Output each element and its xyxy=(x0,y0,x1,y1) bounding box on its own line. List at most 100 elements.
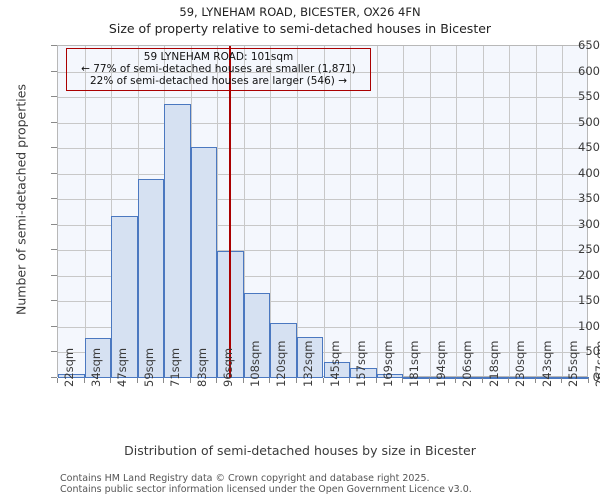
x-axis-tick-label: 108sqm xyxy=(247,340,262,387)
y-axis-tick-label: 200 xyxy=(578,267,600,282)
y-axis-tick-label: 600 xyxy=(578,63,600,78)
gridline-horizontal xyxy=(58,148,587,150)
y-axis-tick-mark xyxy=(51,300,57,302)
x-axis-tick-mark xyxy=(534,378,536,383)
x-axis-tick-mark xyxy=(561,378,563,383)
gridline-vertical xyxy=(323,46,325,376)
x-axis-tick-label: 132sqm xyxy=(300,340,315,387)
gridline-horizontal xyxy=(58,173,587,175)
y-axis-tick-label: 350 xyxy=(578,191,600,206)
gridline-vertical xyxy=(429,46,431,376)
footer-attribution: Contains HM Land Registry data © Crown c… xyxy=(60,473,580,495)
y-axis-tick-mark xyxy=(51,274,57,276)
histogram-bar xyxy=(111,216,138,378)
callout-line-smaller: ← 77% of semi-detached houses are smalle… xyxy=(81,63,356,75)
gridline-horizontal xyxy=(58,199,587,201)
y-axis-tick-mark xyxy=(51,325,57,327)
x-axis-tick-mark xyxy=(189,378,191,383)
y-axis-title: Number of semi-detached properties xyxy=(13,84,29,315)
x-axis-tick-mark xyxy=(349,378,351,383)
histogram-bar xyxy=(509,376,536,379)
histogram-bar xyxy=(429,376,457,379)
x-axis-tick-label: 181sqm xyxy=(407,340,422,387)
y-axis-tick-mark xyxy=(51,147,57,149)
y-axis-tick-label: 450 xyxy=(578,140,600,155)
x-axis-tick-label: 157sqm xyxy=(354,340,369,387)
gridline-vertical xyxy=(403,46,405,376)
x-axis-tick-label: 267sqm xyxy=(593,340,600,387)
x-axis-tick-mark xyxy=(110,378,112,383)
x-axis-tick-label: 169sqm xyxy=(380,340,395,387)
x-axis-tick-mark xyxy=(508,378,510,383)
histogram-bar xyxy=(84,338,112,378)
x-axis-tick-label: 71sqm xyxy=(168,347,183,387)
y-axis-tick-label: 100 xyxy=(578,318,600,333)
x-axis-title: Distribution of semi-detached houses by … xyxy=(124,443,476,458)
x-axis-tick-mark xyxy=(428,378,430,383)
y-axis-tick-label: 150 xyxy=(578,293,600,308)
x-axis-tick-label: 255sqm xyxy=(566,340,581,387)
x-axis-tick-mark xyxy=(163,378,165,383)
property-marker-line xyxy=(229,46,231,378)
y-axis-tick-label: 250 xyxy=(578,242,600,257)
x-axis-tick-label: 34sqm xyxy=(88,347,103,387)
gridline-vertical xyxy=(296,46,298,376)
histogram-bar xyxy=(535,376,563,379)
gridline-vertical xyxy=(243,46,245,376)
x-axis-tick-label: 59sqm xyxy=(141,347,156,387)
gridline-vertical xyxy=(509,46,511,376)
x-axis-tick-mark xyxy=(83,378,85,383)
y-axis-tick-mark xyxy=(51,351,57,353)
y-axis-tick-mark xyxy=(51,223,57,225)
gridline-horizontal xyxy=(58,301,587,303)
x-axis-tick-mark xyxy=(295,378,297,383)
y-axis-tick-mark xyxy=(51,45,57,46)
y-axis-tick-label: 550 xyxy=(578,89,600,104)
histogram-bar xyxy=(456,376,483,379)
x-axis-tick-label: 194sqm xyxy=(433,340,448,387)
x-axis-tick-label: 218sqm xyxy=(486,340,501,387)
y-axis-tick-label: 400 xyxy=(578,165,600,180)
y-axis-tick-mark xyxy=(51,172,57,174)
y-axis-tick-mark xyxy=(51,121,57,123)
y-axis-tick-mark xyxy=(51,377,57,378)
gridline-horizontal xyxy=(58,122,587,124)
histogram-bar xyxy=(270,323,297,378)
gridline-horizontal xyxy=(58,275,587,277)
y-axis-tick-label: 650 xyxy=(578,38,600,52)
y-axis-tick-mark xyxy=(51,249,57,251)
gridline-vertical xyxy=(217,46,219,376)
histogram-bar xyxy=(296,337,324,378)
x-axis-tick-label: 145sqm xyxy=(327,340,342,387)
y-axis-tick-mark xyxy=(51,198,57,200)
footer-line-ogl: Contains public sector information licen… xyxy=(60,484,472,495)
y-axis-tick-label: 300 xyxy=(578,216,600,231)
x-axis-tick-mark xyxy=(269,378,271,383)
y-axis-tick-label: 0 xyxy=(592,370,600,384)
x-axis-tick-label: 22sqm xyxy=(62,347,76,387)
x-axis-tick-label: 243sqm xyxy=(539,340,554,387)
gridline-vertical xyxy=(270,46,272,376)
x-axis-tick-label: 96sqm xyxy=(221,347,236,387)
gridline-horizontal xyxy=(58,250,587,252)
gridline-horizontal xyxy=(58,326,587,328)
histogram-bar xyxy=(350,367,377,378)
gridline-vertical xyxy=(456,46,458,376)
callout-line-address: 59 LYNEHAM ROAD: 101sqm xyxy=(143,51,294,63)
chart-title-block: 59, LYNEHAM ROAD, BICESTER, OX26 4FN Siz… xyxy=(0,4,600,37)
histogram-bar xyxy=(243,292,271,378)
histogram-bar xyxy=(403,376,430,379)
gridline-vertical xyxy=(535,46,537,376)
x-axis-tick-mark xyxy=(242,378,244,383)
gridline-vertical xyxy=(482,46,484,376)
histogram-bar xyxy=(323,362,351,378)
x-axis-tick-mark xyxy=(216,378,218,383)
x-axis-tick-label: 206sqm xyxy=(460,340,475,387)
x-axis-tick-mark xyxy=(375,378,377,383)
histogram-bar xyxy=(482,376,510,379)
chart-title-address: 59, LYNEHAM ROAD, BICESTER, OX26 4FN xyxy=(179,5,421,19)
gridline-vertical xyxy=(562,46,564,376)
gridline-vertical xyxy=(84,46,86,376)
y-axis-tick-mark xyxy=(51,70,57,72)
